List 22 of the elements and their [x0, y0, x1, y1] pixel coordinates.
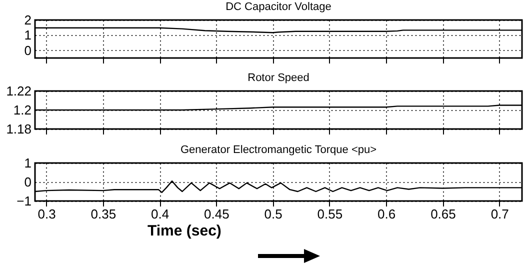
x-tick-label: 0.65 — [430, 206, 456, 222]
y-tick-label: 0 — [24, 42, 32, 58]
y-tick-label: 1.22 — [6, 84, 32, 98]
y-tick-label: 1 — [24, 156, 32, 170]
x-tick-label: 0.3 — [38, 206, 56, 222]
x-tick-label: 0.4 — [151, 206, 170, 222]
x-tick-label: 0.45 — [204, 206, 230, 222]
x-tick-label: 0.55 — [317, 206, 343, 222]
x-tick-label: 0.5 — [264, 206, 282, 222]
y-tick-label: 1.18 — [6, 122, 32, 136]
x-tick-label: 0.35 — [90, 206, 116, 222]
chart-title: Rotor Speed — [248, 72, 310, 84]
y-tick-label: 1.2 — [13, 102, 32, 118]
y-tick-label: 1 — [24, 28, 32, 43]
y-tick-label: 2 — [24, 12, 32, 28]
y-tick-label: 0 — [24, 174, 32, 190]
y-tick-label: −1 — [16, 194, 32, 208]
chart-title: DC Capacitor Voltage — [226, 1, 332, 13]
x-tick-label: 0.6 — [378, 206, 396, 222]
x-tick-label: 0.7 — [490, 206, 509, 222]
chart-title: Generator Electromangetic Torque <pu> — [180, 144, 377, 156]
x-axis-title: Time (sec) — [148, 222, 222, 240]
